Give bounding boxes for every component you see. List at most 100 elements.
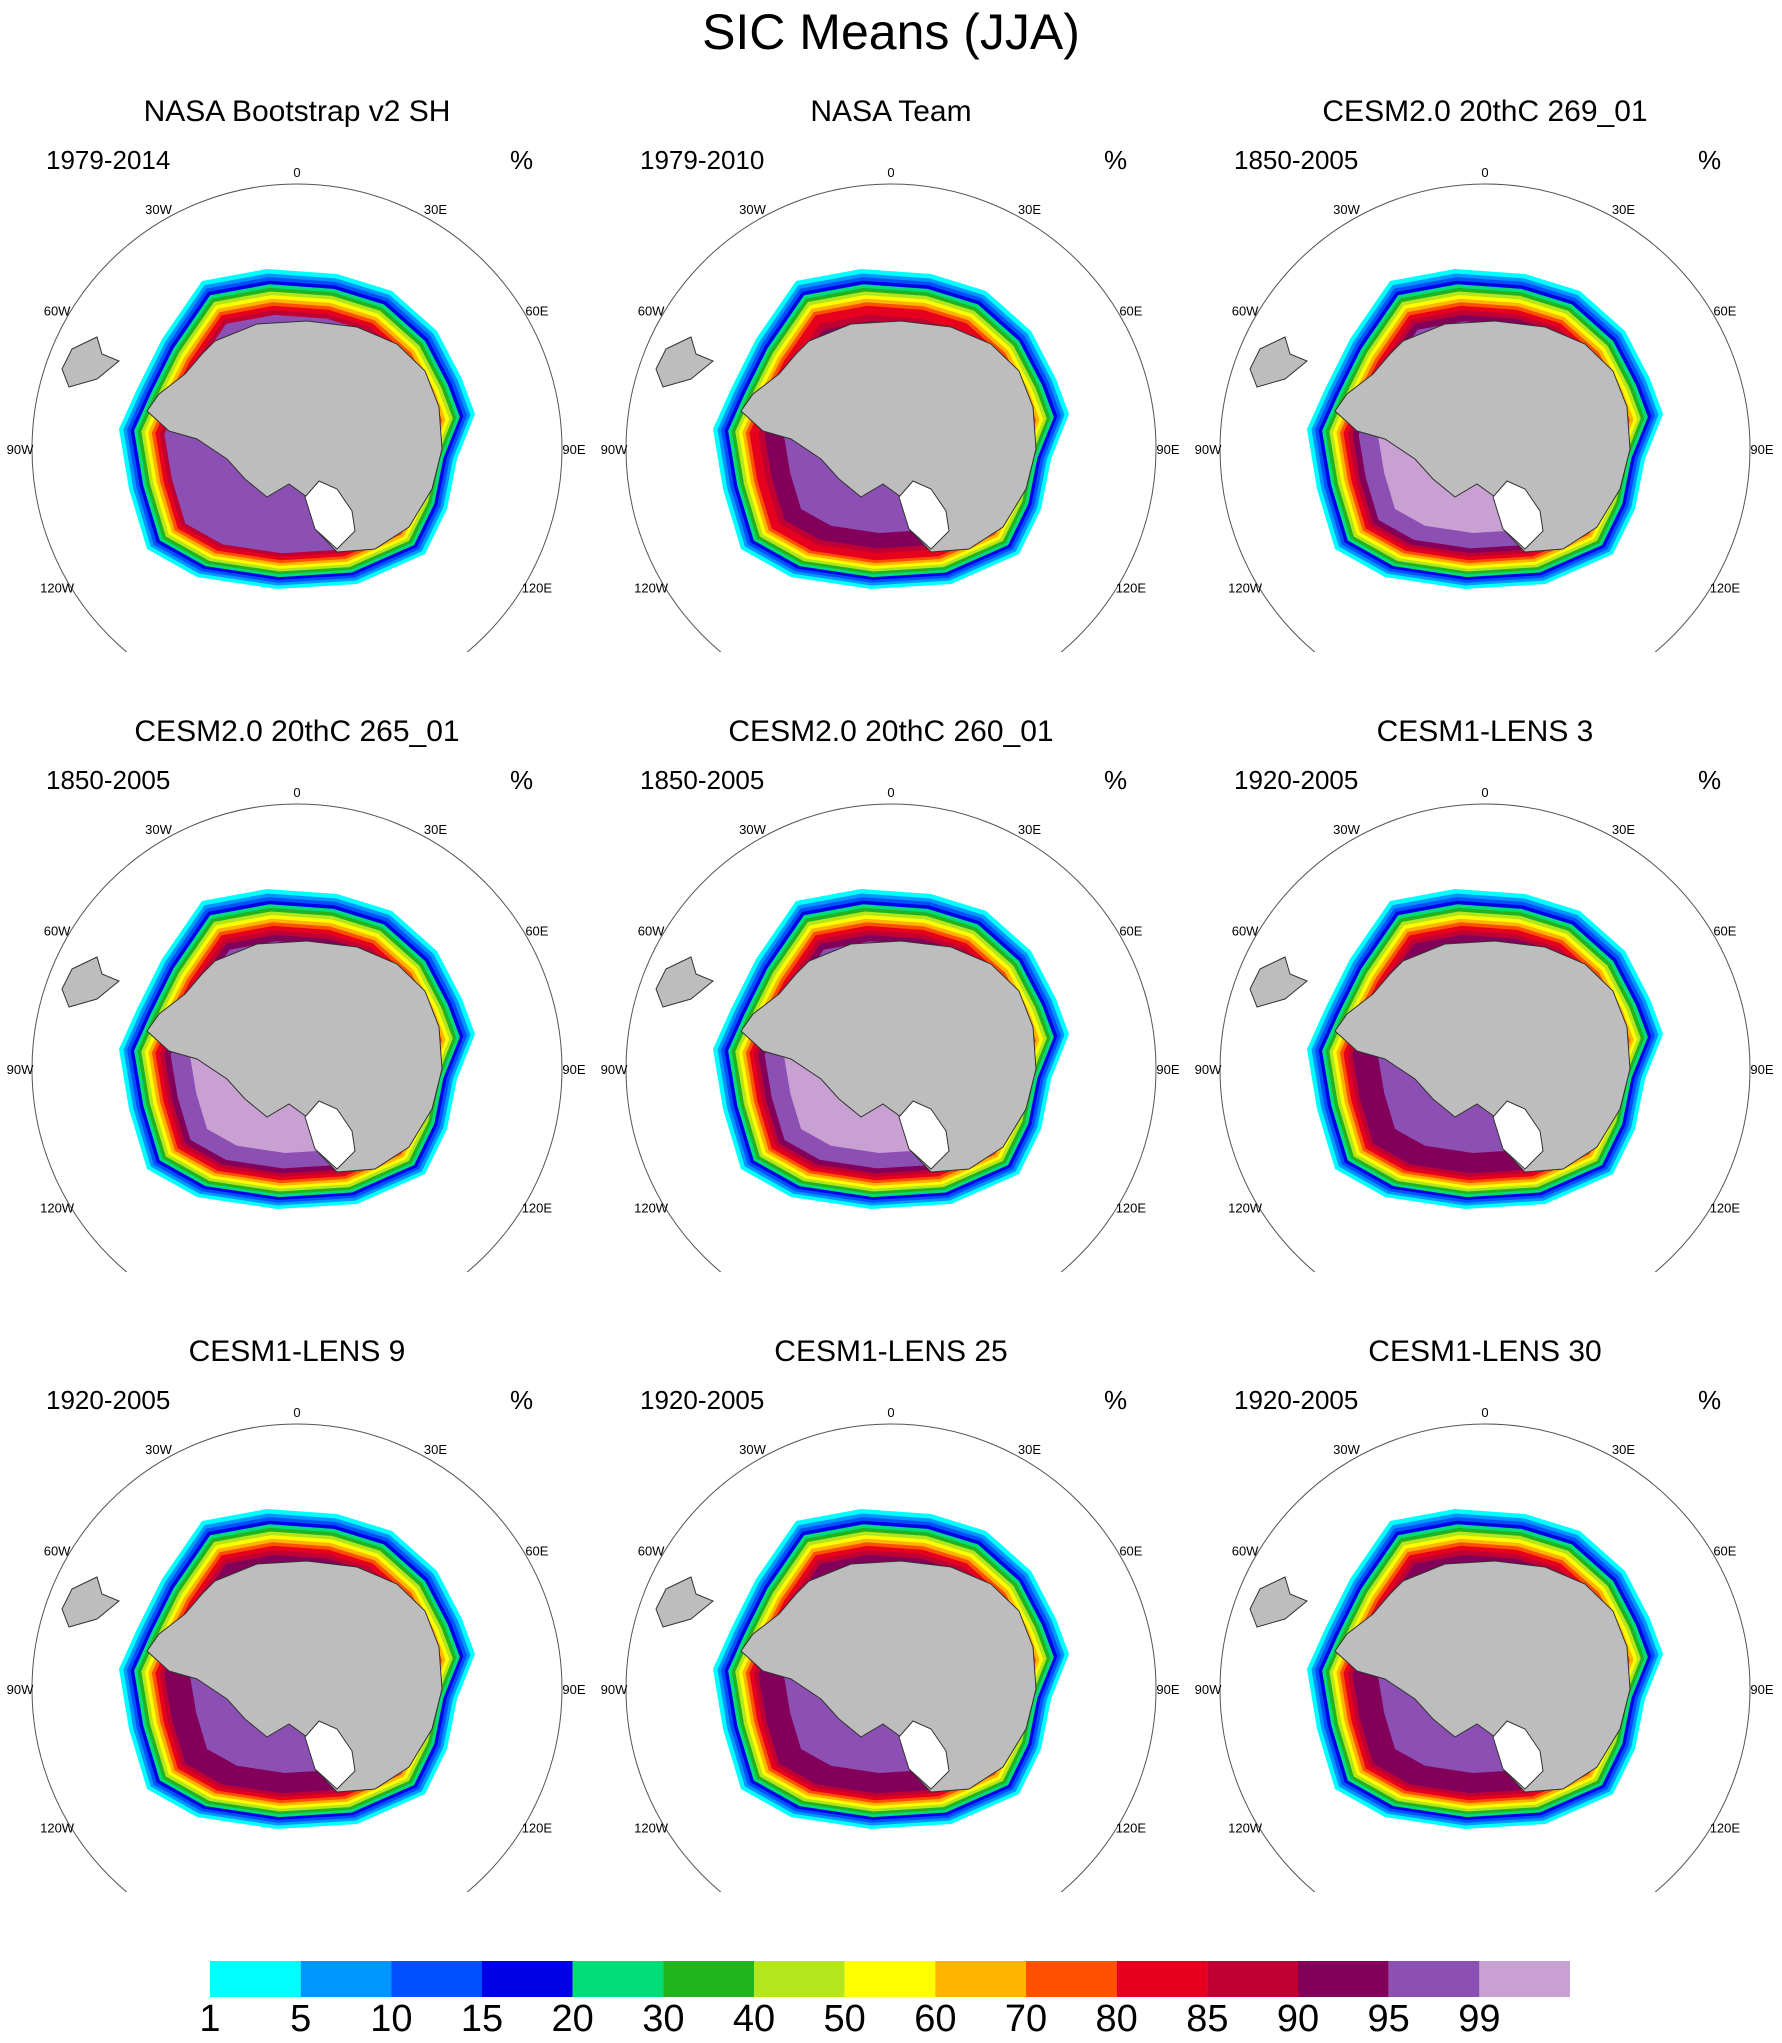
longitude-label: 30W [1333, 1442, 1360, 1457]
longitude-label: 30W [1333, 822, 1360, 837]
map-panel: CESM1-LENS 251920-2005%030E60E90E120E150… [594, 1332, 1188, 1952]
panel-unit: % [1698, 1385, 1722, 1415]
colorbar-tick-label: 5 [290, 1998, 312, 2040]
ice-shelf [898, 480, 950, 550]
map-panel: CESM1-LENS 91920-2005%030E60E90E120E150E… [0, 1332, 594, 1952]
longitude-label: 120E [522, 1821, 553, 1836]
longitude-label: 30W [1333, 202, 1360, 217]
panel-title: CESM2.0 20thC 260_01 [728, 715, 1054, 748]
longitude-label: 120E [1710, 1821, 1741, 1836]
longitude-label: 90W [601, 442, 628, 457]
ice-shelf [304, 1720, 356, 1790]
ice-shelf [304, 480, 356, 550]
longitude-label: 120W [40, 1821, 75, 1836]
panel-period: 1979-2010 [640, 145, 765, 175]
longitude-label: 90W [601, 1062, 628, 1077]
map-panel: NASA Bootstrap v2 SH 1979-2014% 0 30E 60E 90E… [0, 92, 594, 712]
longitude-label: 90W [7, 1062, 34, 1077]
map-boundary [1219, 183, 1751, 652]
longitude-label: 90W [601, 1682, 628, 1697]
panel-period: 1850-2005 [46, 765, 171, 795]
map-boundary [625, 803, 1157, 1272]
longitude-label: 60W [1232, 924, 1259, 939]
longitude-label: 90E [562, 1062, 585, 1077]
colorbar-box [1479, 1961, 1570, 1997]
panel-title: CESM1-LENS 3 [1376, 715, 1594, 748]
longitude-label: 30W [145, 1442, 172, 1457]
colorbar-tick-label: 85 [1186, 1998, 1229, 2040]
south-america-land [655, 1576, 714, 1628]
longitude-label: 60E [525, 1544, 548, 1559]
map-panel: CESM1-LENS 301920-2005%030E60E90E120E150… [1188, 1332, 1782, 1952]
ice-shelf [898, 1100, 950, 1170]
longitude-label: 90W [7, 442, 34, 457]
longitude-label: 120W [634, 1821, 669, 1836]
longitude-label: 30W [739, 202, 766, 217]
longitude-label: 0 [1481, 1405, 1488, 1420]
longitude-label: 120E [1116, 581, 1147, 596]
panel-unit: % [1698, 145, 1722, 175]
longitude-label: 90E [1750, 1682, 1773, 1697]
colorbar-box [1298, 1961, 1389, 1997]
colorbar-box [935, 1961, 1026, 1997]
longitude-label: 30E [1018, 1442, 1041, 1457]
longitude-label: 60W [44, 1544, 71, 1559]
panel-unit: % [510, 1385, 534, 1415]
longitude-label: 30E [1612, 202, 1635, 217]
longitude-label: 120W [1228, 1821, 1263, 1836]
panel-period: 1920-2005 [46, 1385, 171, 1415]
longitude-label: 60W [638, 924, 665, 939]
panel-title: CESM1-LENS 9 [188, 1335, 406, 1368]
longitude-label: 0 [887, 165, 894, 180]
longitude-label: 30W [145, 202, 172, 217]
longitude-label: 30E [1612, 1442, 1635, 1457]
longitude-label: 30E [424, 1442, 447, 1457]
colorbar-tick-label: 60 [914, 1998, 957, 2040]
south-america-land [61, 336, 120, 388]
colorbar-box [1116, 1961, 1208, 1997]
longitude-label: 60E [1119, 924, 1142, 939]
longitude-label: 120E [522, 581, 553, 596]
colorbar-tick-label: 99 [1458, 1998, 1501, 2040]
colorbar-box [663, 1961, 754, 1997]
panel-title: NASA Team [810, 95, 972, 128]
colorbar-tick-label: 30 [642, 1998, 685, 2040]
map-boundary [31, 803, 563, 1272]
longitude-label: 120W [40, 581, 75, 596]
colorbar-tick-label: 70 [1004, 1998, 1048, 2040]
panel-title: CESM1-LENS 25 [774, 1335, 1008, 1368]
south-america-land [61, 956, 120, 1008]
colorbar-tick-label: 15 [460, 1998, 504, 2040]
colorbar-tick-label: 1 [199, 1998, 221, 2040]
longitude-label: 120W [40, 1201, 75, 1216]
polar-map: 030E60E90E120E150E180150W120W90W60W30W [1195, 785, 1774, 1272]
longitude-label: 120W [1228, 581, 1263, 596]
panel-unit: % [1104, 145, 1128, 175]
longitude-label: 0 [1481, 785, 1488, 800]
longitude-label: 0 [887, 1405, 894, 1420]
south-america-land [61, 1576, 120, 1628]
colorbar-box [1207, 1961, 1298, 1997]
polar-map: 030E60E90E120E150E180150W120W90W60W30W [7, 1405, 586, 1892]
longitude-label: 60E [525, 304, 548, 319]
colorbar-tick-label: 20 [551, 1998, 594, 2040]
ice-shelf [898, 1720, 950, 1790]
longitude-label: 120E [1116, 1821, 1147, 1836]
colorbar-box [844, 1961, 936, 1997]
longitude-label: 0 [1481, 165, 1488, 180]
colorbar-box [572, 1961, 664, 1997]
map-panel: CESM2.0 20thC 269_01 1850-2005% 0 30E 60E 90E… [1188, 92, 1782, 712]
south-america-land [1249, 1576, 1308, 1628]
longitude-label: 120W [634, 581, 669, 596]
longitude-label: 120W [1228, 1201, 1263, 1216]
longitude-label: 120W [634, 1201, 669, 1216]
longitude-label: 0 [887, 785, 894, 800]
longitude-label: 90W [1195, 1682, 1222, 1697]
colorbar [210, 1961, 1570, 1997]
longitude-label: 30E [1612, 822, 1635, 837]
longitude-label: 120E [522, 1201, 553, 1216]
longitude-label: 30E [424, 202, 447, 217]
map-panel: CESM2.0 20thC 265_01 1850-2005% 0 30E 60E 90E… [0, 712, 594, 1332]
longitude-label: 60E [1119, 304, 1142, 319]
ice-shelf [1492, 480, 1544, 550]
